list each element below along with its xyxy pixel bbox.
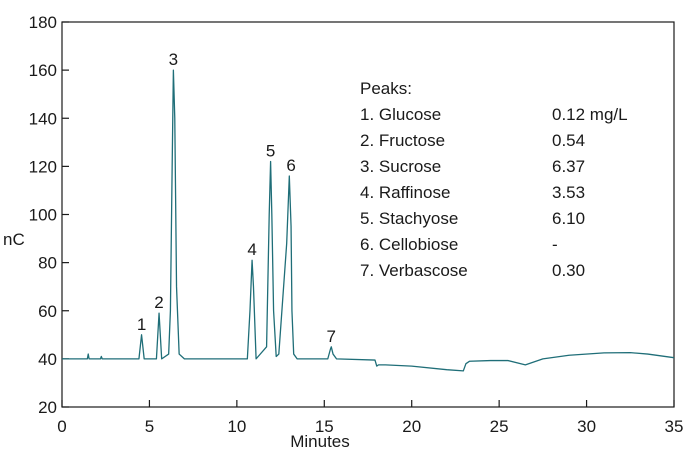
legend-peak-name: 1. Glucose	[360, 105, 441, 124]
peak-label: 7	[327, 327, 336, 346]
peaks-legend: Peaks: 1. Glucose 0.12 mg/L 2. Fructose 0.5…	[360, 79, 628, 280]
legend-peak-name: 5. Stachyose	[360, 209, 458, 228]
legend-peak-name: 3. Sucrose	[360, 157, 441, 176]
legend-peak-amount: 0.30	[552, 261, 585, 280]
x-axis-title: Minutes	[290, 432, 350, 451]
legend-peak-amount: 6.10	[552, 209, 585, 228]
y-tick-label: 100	[29, 206, 57, 225]
y-tick-label: 180	[29, 13, 57, 32]
peak-label: 1	[137, 315, 146, 334]
y-tick-label: 40	[38, 350, 57, 369]
legend-peak-amount: 0.12 mg/L	[552, 105, 628, 124]
y-axis-title: nC	[3, 230, 25, 249]
legend-peak-amount: -	[552, 235, 558, 254]
peak-label: 2	[154, 293, 163, 312]
peak-label: 4	[247, 240, 256, 259]
legend-peak-name: 2. Fructose	[360, 131, 445, 150]
legend-peak-name: 4. Raffinose	[360, 183, 450, 202]
y-tick-label: 20	[38, 398, 57, 417]
peak-label: 6	[286, 156, 295, 175]
x-tick-label: 25	[490, 417, 509, 436]
legend-peak-amount: 0.54	[552, 131, 585, 150]
x-tick-label: 5	[145, 417, 154, 436]
peak-label: 5	[266, 142, 275, 161]
y-tick-label: 60	[38, 302, 57, 321]
y-tick-label: 140	[29, 109, 57, 128]
y-tick-label: 80	[38, 254, 57, 273]
chromatogram-trace	[62, 69, 675, 372]
x-tick-label: 0	[57, 417, 66, 436]
x-tick-label: 15	[315, 417, 334, 436]
peak-label: 3	[169, 50, 178, 69]
x-tick-label: 10	[227, 417, 246, 436]
legend-peak-amount: 6.37	[552, 157, 585, 176]
legend-title: Peaks:	[360, 79, 412, 98]
legend-peak-name: 7. Verbascose	[360, 261, 468, 280]
legend-peak-amount: 3.53	[552, 183, 585, 202]
y-tick-label: 160	[29, 61, 57, 80]
x-tick-label: 20	[402, 417, 421, 436]
x-tick-label: 35	[665, 417, 684, 436]
legend-peak-name: 6. Cellobiose	[360, 235, 458, 254]
y-tick-label: 120	[29, 157, 57, 176]
x-tick-label: 30	[577, 417, 596, 436]
